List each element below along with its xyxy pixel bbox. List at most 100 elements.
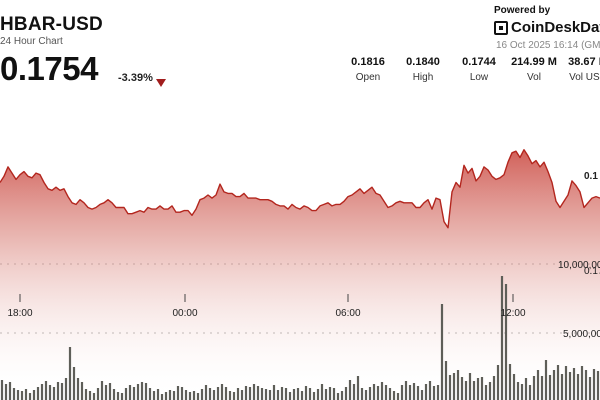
volume-bar (4, 384, 8, 400)
volume-bar (20, 391, 24, 400)
volume-bar (132, 387, 136, 400)
volume-bar (24, 389, 28, 400)
volume-bar (172, 391, 176, 400)
volume-bar (260, 388, 264, 400)
volume-bar (596, 371, 600, 400)
volume-bar (512, 374, 516, 400)
stat-label: High (412, 72, 434, 83)
brand-name: CoinDeskData (511, 19, 600, 36)
volume-bar (56, 382, 60, 400)
volume-bar (12, 388, 16, 400)
volume-bar (524, 378, 528, 400)
volume-bar (532, 376, 536, 400)
down-arrow-icon (156, 74, 166, 92)
volume-bar (572, 368, 576, 400)
volume-bar (456, 370, 460, 400)
volume-bar (84, 389, 88, 400)
volume-bar (268, 390, 272, 400)
volume-bar (232, 392, 236, 400)
volume-bar (0, 380, 4, 400)
price-axis-label: 0.1 (584, 171, 598, 182)
volume-bar (480, 377, 484, 400)
volume-bar (408, 385, 412, 400)
volume-bar (316, 389, 320, 400)
volume-bar (392, 391, 396, 400)
volume-bar (592, 369, 596, 400)
volume-bar (304, 386, 308, 400)
volume-bar (92, 393, 96, 400)
stat-vol-usd: 38.67 M Vol USD (558, 56, 600, 83)
volume-bar (396, 393, 400, 400)
volume-bar (112, 389, 116, 400)
volume-bar (208, 388, 212, 400)
volume-bar (264, 389, 268, 400)
volume-bar (484, 385, 488, 400)
volume-bar (136, 384, 140, 400)
volume-bar (244, 386, 248, 400)
volume-bar (236, 388, 240, 400)
current-price: 0.1754 (0, 50, 98, 87)
volume-bar (220, 384, 224, 400)
volume-bar (424, 384, 428, 400)
volume-bar (156, 389, 160, 400)
volume-bar (184, 390, 188, 400)
volume-bar (364, 390, 368, 400)
volume-bar (280, 387, 284, 400)
volume-bar (560, 374, 564, 400)
price-line (0, 149, 600, 229)
volume-bar (360, 388, 364, 400)
stat-value: 0.1816 (351, 56, 385, 68)
volume-bar (452, 373, 456, 400)
price-area (0, 149, 600, 400)
volume-bar (568, 372, 572, 400)
volume-bar (164, 392, 168, 400)
volume-bar (120, 393, 124, 400)
volume-bar (296, 388, 300, 400)
volume-bar (312, 392, 316, 400)
volume-bar (216, 387, 220, 400)
volume-bar (448, 375, 452, 400)
volume-bar (256, 386, 260, 400)
volume-bar (472, 381, 476, 400)
volume-bar (68, 347, 72, 400)
volume-bar (196, 393, 200, 400)
volume-bar (152, 391, 156, 400)
volume-bar (108, 383, 112, 400)
coindesk-logo-icon (494, 21, 508, 35)
volume-bar (588, 377, 592, 400)
volume-bar (276, 390, 280, 400)
volume-bar (8, 382, 12, 400)
stat-open: 0.1816 Open (338, 56, 398, 83)
volume-bar (224, 387, 228, 400)
volume-bar (420, 390, 424, 400)
volume-bar (544, 360, 548, 400)
volume-bar (552, 370, 556, 400)
volume-bar (192, 391, 196, 400)
volume-bar (356, 376, 360, 400)
volume-bar (416, 386, 420, 400)
volume-bar (32, 390, 36, 400)
volume-bar (516, 382, 520, 400)
volume-bar (292, 389, 296, 400)
volume-bar (64, 378, 68, 400)
volume-bar (352, 384, 356, 400)
volume-bar (328, 387, 332, 400)
volume-bar (80, 382, 84, 400)
volume-bar (176, 386, 180, 400)
volume-bar (380, 382, 384, 400)
volume-bar (104, 385, 108, 400)
volume-bar (40, 384, 44, 400)
volume-bar (228, 391, 232, 400)
volume-bar (536, 370, 540, 400)
volume-bar (240, 390, 244, 400)
volume-bar (436, 385, 440, 400)
stat-label: Low (469, 72, 489, 83)
volume-bar (140, 382, 144, 400)
volume-bar (332, 388, 336, 400)
volume-bar (300, 391, 304, 400)
volume-bar (476, 378, 480, 400)
volume-bar (548, 375, 552, 400)
stat-value: 0.1744 (462, 56, 496, 68)
volume-bar (284, 388, 288, 400)
volume-bar (124, 388, 128, 400)
